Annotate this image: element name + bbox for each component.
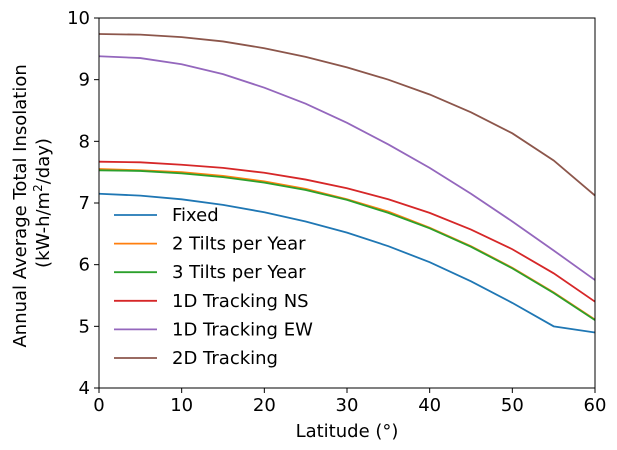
- series-line-3: [99, 160, 595, 303]
- y-tick-label: 9: [79, 70, 90, 91]
- legend-label-4: 1D Tracking EW: [172, 319, 313, 340]
- y-axis-label-line2-prefix: (kW-h/m: [33, 192, 54, 268]
- x-tick-label: 0: [93, 395, 104, 416]
- x-tick-label: 40: [418, 395, 441, 416]
- x-tick-label: 60: [584, 395, 607, 416]
- legend: Fixed 2 Tilts per Year 3 Tilts per Year 1D …: [114, 205, 313, 369]
- y-tick-label: 5: [79, 316, 90, 337]
- y-tick-label: 10: [67, 8, 90, 29]
- y-tick-label: 6: [79, 255, 90, 276]
- legend-label-2: 3 Tilts per Year: [172, 262, 306, 283]
- x-tick-label: 50: [501, 395, 524, 416]
- y-axis-label-line2-suffix: /day): [33, 138, 54, 184]
- legend-label-1: 2 Tilts per Year: [172, 234, 306, 255]
- y-tick-label: 4: [79, 378, 90, 399]
- series-line-4: [99, 55, 595, 281]
- x-tick-label: 30: [336, 395, 359, 416]
- legend-label-3: 1D Tracking NS: [172, 291, 309, 312]
- y-tick-label: 8: [79, 131, 90, 152]
- y-axis-label-superscript: 2: [31, 184, 45, 192]
- x-tick-label: 10: [170, 395, 193, 416]
- legend-label-0: Fixed: [172, 205, 219, 226]
- series-layer: [99, 33, 595, 334]
- ticks-layer: 0 10 20 30 40 50 60 4 5 6 7 8 9 10: [67, 8, 606, 416]
- series-line-2: [99, 169, 595, 321]
- y-tick-label: 7: [79, 193, 90, 214]
- series-line-0: [99, 192, 595, 334]
- x-axis-label: Latitude (°): [296, 421, 399, 442]
- series-line-5: [99, 33, 595, 197]
- y-axis-label-line1: Annual Average Total Insolation: [10, 64, 31, 347]
- legend-label-5: 2D Tracking: [172, 348, 278, 369]
- x-tick-label: 20: [253, 395, 276, 416]
- y-axis-label: Annual Average Total Insolation (kW-h/m2…: [10, 58, 54, 347]
